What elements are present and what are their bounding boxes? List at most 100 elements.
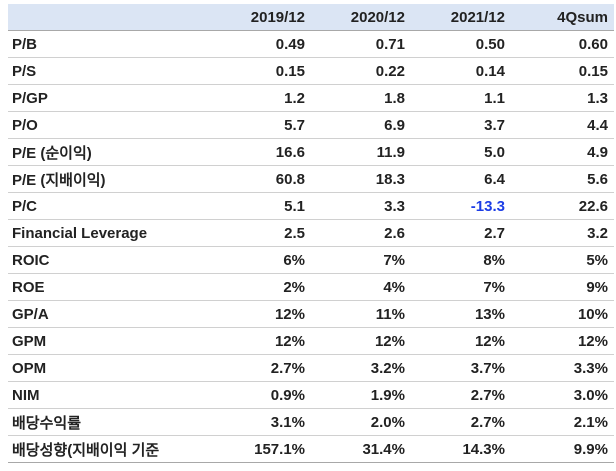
table-body: P/B 0.49 0.71 0.50 0.60 P/S 0.15 0.22 0.14 0.15 …: [8, 30, 614, 463]
cell: 1.8: [311, 84, 411, 112]
cell: 5%: [511, 246, 614, 274]
cell: 12%: [411, 327, 511, 355]
table-row: P/E (순이익) 16.6 11.9 5.0 4.9: [8, 138, 614, 166]
cell: 22.6: [511, 192, 614, 220]
row-label: Financial Leverage: [8, 219, 211, 247]
valuation-table: 2019/12 2020/12 2021/12 4Qsum P/B 0.49 0.7…: [8, 4, 614, 463]
cell: 2.1%: [511, 408, 614, 436]
cell: 0.22: [311, 57, 411, 85]
cell: 2.6: [311, 219, 411, 247]
cell: 12%: [211, 327, 311, 355]
header-2019: 2019/12: [211, 4, 311, 31]
table-row: Financial Leverage 2.5 2.6 2.7 3.2: [8, 219, 614, 247]
cell: 12%: [511, 327, 614, 355]
cell: 1.9%: [311, 381, 411, 409]
cell: 11.9: [311, 138, 411, 166]
cell: 3.1%: [211, 408, 311, 436]
cell: 3.3%: [511, 354, 614, 382]
table-row: ROE 2% 4% 7% 9%: [8, 273, 614, 301]
cell: 6.4: [411, 165, 511, 193]
cell: 9%: [511, 273, 614, 301]
cell: 0.50: [411, 30, 511, 58]
cell: 12%: [211, 300, 311, 328]
row-label: GPM: [8, 327, 211, 355]
cell: 0.15: [511, 57, 614, 85]
cell: 16.6: [211, 138, 311, 166]
table-row: P/C 5.1 3.3 -13.3 22.6: [8, 192, 614, 220]
cell: 31.4%: [311, 435, 411, 463]
cell: 0.71: [311, 30, 411, 58]
row-label: NIM: [8, 381, 211, 409]
cell: 5.6: [511, 165, 614, 193]
cell: 0.49: [211, 30, 311, 58]
cell: 3.3: [311, 192, 411, 220]
table-row: OPM 2.7% 3.2% 3.7% 3.3%: [8, 354, 614, 382]
row-label: OPM: [8, 354, 211, 382]
row-label: 배당수익률: [8, 408, 211, 436]
cell: 7%: [311, 246, 411, 274]
table-row: P/B 0.49 0.71 0.50 0.60: [8, 30, 614, 58]
table-row: P/O 5.7 6.9 3.7 4.4: [8, 111, 614, 139]
table-row: 배당성향(지배이익 기준 157.1% 31.4% 14.3% 9.9%: [8, 435, 614, 463]
cell: 11%: [311, 300, 411, 328]
cell: 5.0: [411, 138, 511, 166]
row-label: P/E (순이익): [8, 138, 211, 166]
cell: 0.14: [411, 57, 511, 85]
cell: 3.7%: [411, 354, 511, 382]
header-4qsum: 4Qsum: [511, 4, 614, 31]
cell: 9.9%: [511, 435, 614, 463]
cell: 1.3: [511, 84, 614, 112]
row-label: P/C: [8, 192, 211, 220]
cell: 0.60: [511, 30, 614, 58]
cell: 18.3: [311, 165, 411, 193]
row-label: ROIC: [8, 246, 211, 274]
cell: 8%: [411, 246, 511, 274]
row-label: 배당성향(지배이익 기준: [8, 435, 211, 463]
cell: 7%: [411, 273, 511, 301]
cell: 6%: [211, 246, 311, 274]
table-row: GPM 12% 12% 12% 12%: [8, 327, 614, 355]
cell: 2.7%: [211, 354, 311, 382]
cell: 5.1: [211, 192, 311, 220]
cell: 3.0%: [511, 381, 614, 409]
table-row: NIM 0.9% 1.9% 2.7% 3.0%: [8, 381, 614, 409]
row-label: P/E (지배이익): [8, 165, 211, 193]
table-row: P/S 0.15 0.22 0.14 0.15: [8, 57, 614, 85]
row-label: P/S: [8, 57, 211, 85]
header-2020: 2020/12: [311, 4, 411, 31]
row-label: P/O: [8, 111, 211, 139]
cell: 157.1%: [211, 435, 311, 463]
cell: 60.8: [211, 165, 311, 193]
table-row: 배당수익률 3.1% 2.0% 2.7% 2.1%: [8, 408, 614, 436]
header-2021: 2021/12: [411, 4, 511, 31]
cell: 12%: [311, 327, 411, 355]
cell: 13%: [411, 300, 511, 328]
header-row: 2019/12 2020/12 2021/12 4Qsum: [8, 4, 614, 31]
row-label: GP/A: [8, 300, 211, 328]
table-row: GP/A 12% 11% 13% 10%: [8, 300, 614, 328]
cell: 3.2: [511, 219, 614, 247]
cell: 4%: [311, 273, 411, 301]
cell: 2.5: [211, 219, 311, 247]
cell: 2.0%: [311, 408, 411, 436]
cell: 1.1: [411, 84, 511, 112]
cell: 2.7: [411, 219, 511, 247]
cell: 6.9: [311, 111, 411, 139]
table-row: P/GP 1.2 1.8 1.1 1.3: [8, 84, 614, 112]
cell: 1.2: [211, 84, 311, 112]
table-row: ROIC 6% 7% 8% 5%: [8, 246, 614, 274]
cell: 3.7: [411, 111, 511, 139]
cell: 14.3%: [411, 435, 511, 463]
cell: 10%: [511, 300, 614, 328]
row-label: P/B: [8, 30, 211, 58]
row-label: P/GP: [8, 84, 211, 112]
table-row: P/E (지배이익) 60.8 18.3 6.4 5.6: [8, 165, 614, 193]
header-label-cell: [8, 4, 211, 31]
cell: 4.9: [511, 138, 614, 166]
negative-value-cell: -13.3: [411, 192, 511, 220]
cell: 5.7: [211, 111, 311, 139]
cell: 3.2%: [311, 354, 411, 382]
cell: 2%: [211, 273, 311, 301]
cell: 0.9%: [211, 381, 311, 409]
cell: 0.15: [211, 57, 311, 85]
